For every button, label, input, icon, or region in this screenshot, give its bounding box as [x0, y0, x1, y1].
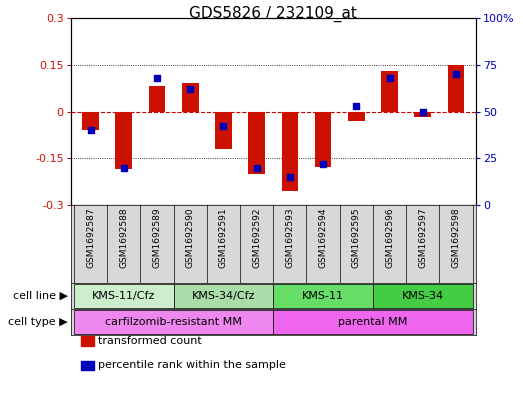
Text: GSM1692590: GSM1692590 — [186, 208, 195, 268]
Bar — [74, 310, 274, 334]
Text: GSM1692591: GSM1692591 — [219, 208, 228, 268]
Point — [319, 161, 327, 167]
Point — [219, 123, 228, 130]
Bar — [274, 284, 373, 308]
Text: carfilzomib-resistant MM: carfilzomib-resistant MM — [105, 317, 242, 327]
Text: GDS5826 / 232109_at: GDS5826 / 232109_at — [189, 6, 357, 22]
Bar — [448, 65, 464, 112]
Text: KMS-34/Cfz: KMS-34/Cfz — [192, 291, 255, 301]
Bar — [274, 310, 473, 334]
Text: GSM1692589: GSM1692589 — [153, 208, 162, 268]
Text: parental MM: parental MM — [338, 317, 407, 327]
Bar — [149, 86, 165, 112]
Bar — [174, 284, 274, 308]
Bar — [74, 284, 174, 308]
Text: GSM1692595: GSM1692595 — [352, 208, 361, 268]
Bar — [381, 71, 398, 112]
Text: KMS-34: KMS-34 — [402, 291, 444, 301]
Point — [186, 86, 195, 92]
Text: GSM1692598: GSM1692598 — [451, 208, 460, 268]
Bar — [248, 112, 265, 174]
Text: GSM1692587: GSM1692587 — [86, 208, 95, 268]
Text: GSM1692588: GSM1692588 — [119, 208, 128, 268]
Text: GSM1692592: GSM1692592 — [252, 208, 261, 268]
Text: percentile rank within the sample: percentile rank within the sample — [98, 360, 286, 370]
Text: transformed count: transformed count — [98, 336, 201, 346]
Point — [253, 164, 261, 171]
Bar — [215, 112, 232, 149]
Bar — [281, 112, 298, 191]
Text: KMS-11/Cfz: KMS-11/Cfz — [92, 291, 155, 301]
Point — [286, 174, 294, 180]
Text: GSM1692596: GSM1692596 — [385, 208, 394, 268]
Point — [352, 103, 360, 109]
Point — [385, 75, 394, 81]
Bar — [182, 83, 199, 112]
Point — [153, 75, 161, 81]
Bar — [348, 112, 365, 121]
Bar — [82, 112, 99, 130]
Bar — [373, 284, 473, 308]
Bar — [315, 112, 332, 167]
Point — [86, 127, 95, 133]
Point — [120, 164, 128, 171]
Bar — [414, 112, 431, 117]
Bar — [116, 112, 132, 169]
Text: KMS-11: KMS-11 — [302, 291, 344, 301]
Point — [452, 71, 460, 77]
Text: GSM1692597: GSM1692597 — [418, 208, 427, 268]
Point — [418, 108, 427, 115]
Text: GSM1692594: GSM1692594 — [319, 208, 327, 268]
Text: GSM1692593: GSM1692593 — [286, 208, 294, 268]
Text: cell type ▶: cell type ▶ — [8, 317, 68, 327]
Text: cell line ▶: cell line ▶ — [13, 291, 68, 301]
